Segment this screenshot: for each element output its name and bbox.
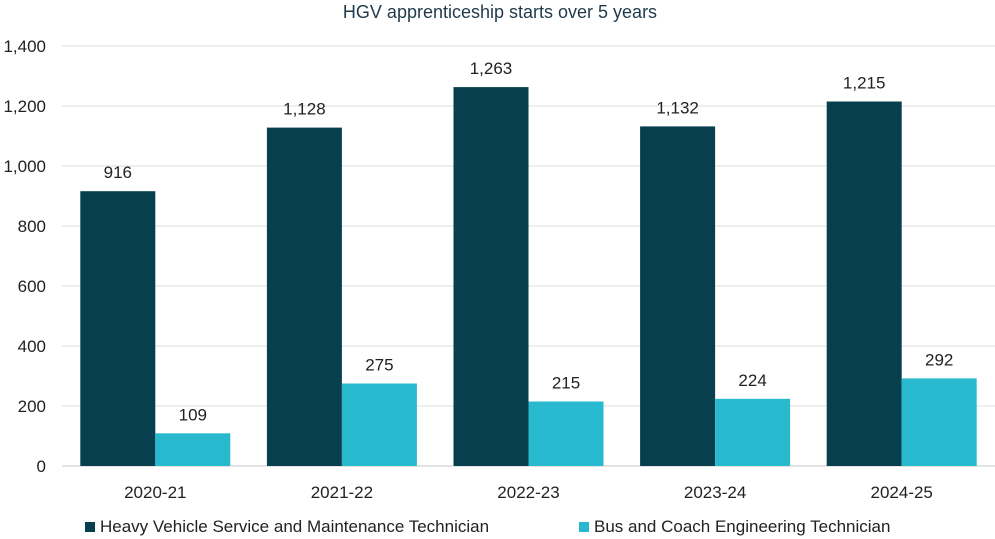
x-tick-label: 2021-22 [311,483,373,502]
bar [341,383,417,466]
y-tick-label: 400 [18,337,46,356]
bar [901,378,977,466]
data-label: 1,263 [470,59,513,78]
bar [640,126,716,467]
bar [715,398,791,466]
x-tick-label: 2022-23 [497,483,559,502]
bar [266,127,342,466]
legend-label: Bus and Coach Engineering Technician [594,517,890,536]
data-label: 1,128 [283,100,326,119]
bar [826,101,902,466]
y-tick-label: 1,200 [3,97,46,116]
y-tick-label: 600 [18,277,46,296]
data-label: 292 [925,350,953,369]
bar [528,401,604,466]
y-tick-label: 1,000 [3,157,46,176]
data-label: 916 [104,163,132,182]
data-label: 275 [365,356,393,375]
legend-swatch [85,522,95,532]
data-label: 215 [552,374,580,393]
bars: 916 109 1,128 275 1,263 215 1,132 224 1,215 292 [80,59,977,467]
data-label: 1,215 [843,74,886,93]
legend-label: Heavy Vehicle Service and Maintenance Te… [100,517,489,536]
legend: Heavy Vehicle Service and Maintenance Te… [85,517,890,536]
data-label: 224 [738,371,766,390]
x-tick-label: 2023-24 [684,483,746,502]
y-tick-label: 0 [37,457,46,476]
x-tick-label: 2024-25 [871,483,933,502]
x-tick-label: 2020-21 [124,483,186,502]
y-axis: 0 200 400 600 800 1,000 1,200 1,400 [3,37,46,476]
y-tick-label: 200 [18,397,46,416]
legend-swatch [579,522,589,532]
y-tick-label: 1,400 [3,37,46,56]
bar [453,87,529,466]
chart-title: HGV apprenticeship starts over 5 years [343,2,657,22]
data-label: 1,132 [656,98,699,117]
bar [80,191,156,466]
y-tick-label: 800 [18,217,46,236]
x-axis: 2020-21 2021-22 2022-23 2023-24 2024-25 [124,483,933,502]
bar [155,433,231,466]
data-label: 109 [179,405,207,424]
